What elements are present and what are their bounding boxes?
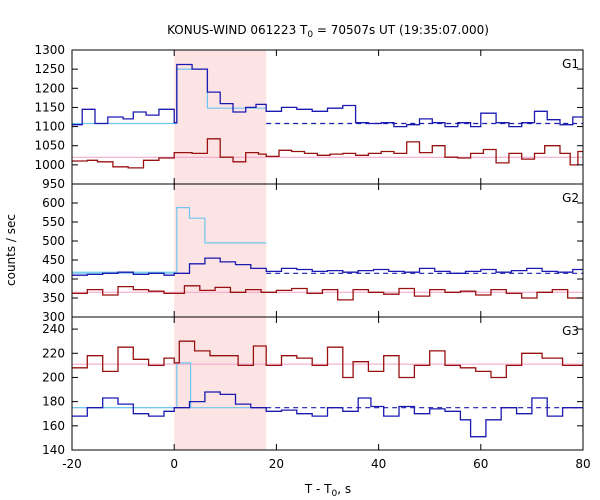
red-light-curve: [72, 285, 583, 301]
plot-area: 950 1000 1050 1100 1150 1200 1250 1300 G1 300 350 4…: [34, 43, 590, 471]
y-tick-label: 1100: [34, 120, 65, 134]
blue-light-curve: [72, 391, 583, 438]
y-tick-label: 1250: [34, 62, 65, 76]
x-tick-label: 20: [269, 457, 284, 471]
y-tick-label: 180: [42, 395, 65, 409]
x-tick-label: -20: [62, 457, 82, 471]
x-tick-label: 60: [473, 457, 488, 471]
panel-label: G3: [562, 324, 579, 338]
blue-light-curve: [72, 257, 583, 276]
shaded-interval: [174, 50, 267, 184]
y-tick-label: 600: [42, 196, 65, 210]
y-tick-label: 300: [42, 310, 65, 324]
red-light-curve: [72, 340, 583, 379]
y-tick-label: 1150: [34, 100, 65, 114]
panel-g2: 300 350 400 450 500 550 600 G2: [42, 183, 584, 324]
panel-frame: [71, 316, 584, 451]
y-axis-label: counts / sec: [4, 214, 18, 286]
y-tick-label: 140: [42, 443, 65, 457]
y-tick-label: 1200: [34, 81, 65, 95]
chart-title-main: KONUS-WIND 061223 T: [167, 23, 308, 37]
red-light-curve: [72, 138, 583, 169]
y-tick-label: 220: [42, 346, 65, 360]
y-tick-label: 1050: [34, 139, 65, 153]
x-tick-label: 40: [371, 457, 386, 471]
blue-light-curve: [72, 63, 583, 128]
light-blue-model: [72, 362, 267, 409]
shaded-interval: [174, 184, 267, 317]
y-tick-label: 200: [42, 370, 65, 384]
panel-g3: 140 160 180 200 220 240 G3: [42, 316, 584, 457]
y-tick-label: 950: [42, 177, 65, 191]
light-blue-model: [72, 207, 267, 273]
shaded-interval: [174, 317, 267, 450]
panel-frame: [71, 49, 584, 185]
x-tick-label: 0: [170, 457, 178, 471]
y-tick-label: 450: [42, 253, 65, 267]
x-axis-label-rest: , s: [337, 482, 351, 496]
y-tick-label: 350: [42, 291, 65, 305]
x-tick-label: 80: [575, 457, 590, 471]
x-axis-label-sub: 0: [332, 489, 338, 499]
panel-frame: [71, 183, 584, 318]
panel-label: G2: [562, 191, 579, 205]
y-tick-label: 1300: [34, 43, 65, 57]
chart-title-rest: = 70507s UT (19:35:07.000): [313, 23, 489, 37]
panel-g1: 950 1000 1050 1100 1150 1200 1250 1300 G1: [34, 43, 584, 191]
x-axis-label-main: T - T: [304, 482, 332, 496]
x-axis-label: T - T0, s: [304, 482, 351, 499]
y-tick-label: 550: [42, 215, 65, 229]
y-tick-label: 160: [42, 419, 65, 433]
chart-title: KONUS-WIND 061223 T0 = 70507s UT (19:35:…: [167, 23, 489, 40]
y-tick-label: 240: [42, 322, 65, 336]
y-tick-label: 500: [42, 234, 65, 248]
y-tick-label: 1000: [34, 158, 65, 172]
panel-label: G1: [562, 57, 579, 71]
y-tick-label: 400: [42, 272, 65, 286]
chart-title-sub: 0: [307, 30, 313, 40]
